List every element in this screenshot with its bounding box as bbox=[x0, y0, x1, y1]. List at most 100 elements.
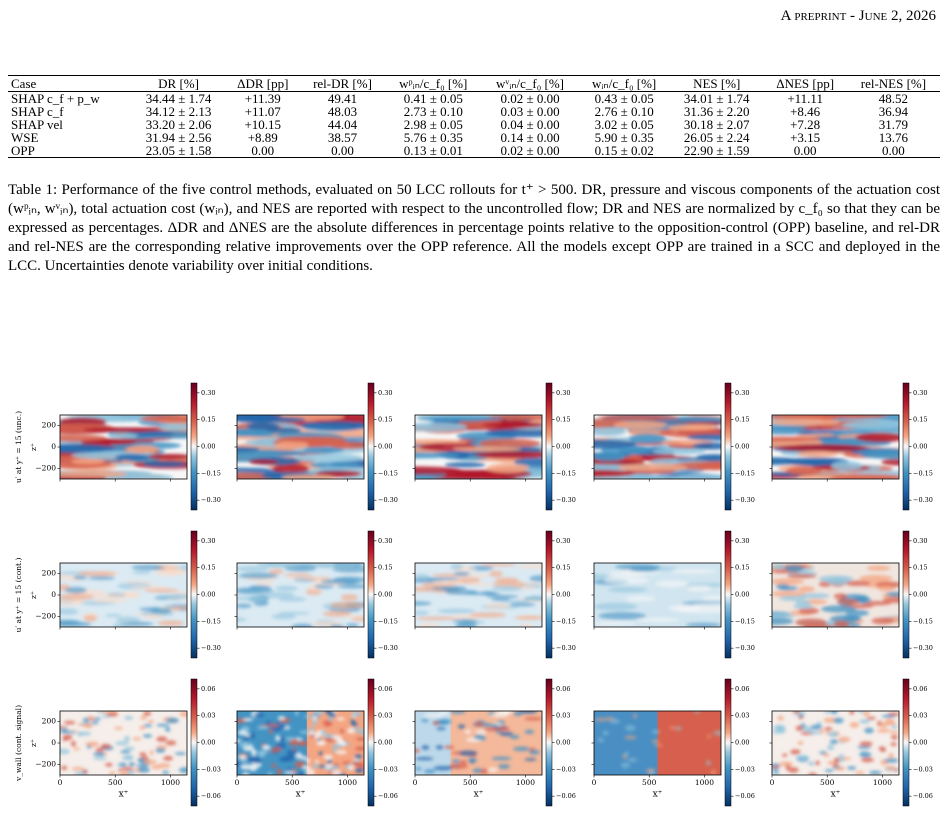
texture-blob bbox=[772, 613, 795, 619]
texture-blob bbox=[830, 460, 863, 471]
texture-blob bbox=[862, 601, 892, 606]
texture-blob bbox=[416, 616, 457, 621]
texture-blob bbox=[891, 724, 898, 729]
texture-blob bbox=[305, 769, 316, 775]
column-header: DR [%] bbox=[131, 75, 226, 92]
heatmap bbox=[594, 563, 721, 627]
texture-blob bbox=[272, 463, 310, 474]
texture-blob bbox=[877, 585, 895, 592]
table-cell: 34.12 ± 2.13 bbox=[145, 104, 212, 119]
texture-blob bbox=[149, 750, 154, 756]
texture-blob bbox=[166, 593, 187, 600]
texture-blob bbox=[316, 740, 326, 746]
texture-blob bbox=[452, 446, 522, 452]
table-cell: 22.90 ± 1.59 bbox=[669, 144, 764, 158]
table-cell: 23.05 ± 1.58 bbox=[131, 144, 226, 158]
colorbar-tick-label: 0.30 bbox=[913, 537, 927, 545]
table-cell: +3.15 bbox=[790, 130, 821, 145]
texture-blob bbox=[323, 754, 333, 761]
table-cell: WSE bbox=[11, 130, 39, 145]
colorbar-tick-label: 0.00 bbox=[735, 739, 749, 747]
heatmap bbox=[415, 711, 542, 775]
texture-blob bbox=[594, 602, 638, 611]
texture-blob bbox=[815, 760, 820, 766]
texture-blob bbox=[859, 574, 893, 583]
table-cell: 48.52 bbox=[878, 91, 909, 106]
texture-blob bbox=[849, 721, 860, 728]
texture-blob bbox=[237, 617, 247, 622]
heatmap-texture bbox=[772, 415, 899, 479]
table-cell: +11.07 bbox=[244, 104, 281, 119]
texture-blob bbox=[457, 724, 466, 729]
table-cell: 2.73 ± 0.10 bbox=[403, 104, 463, 119]
table-cell: 33.20 ± 2.06 bbox=[145, 117, 212, 132]
texture-blob bbox=[250, 762, 262, 768]
texture-blob bbox=[649, 770, 655, 775]
x-tick-label: 0 bbox=[592, 778, 597, 787]
texture-blob bbox=[518, 623, 535, 627]
texture-blob bbox=[103, 593, 143, 598]
texture-blob bbox=[845, 609, 870, 617]
texture-blob bbox=[869, 770, 882, 775]
texture-blob bbox=[329, 441, 364, 449]
texture-blob bbox=[836, 599, 860, 605]
heatmap bbox=[415, 415, 542, 479]
colorbar-tick-label: 0.03 bbox=[735, 712, 749, 720]
colorbar-tick-label: 0.03 bbox=[378, 712, 392, 720]
colorbar-tick-label: −0.03 bbox=[913, 765, 933, 773]
colorbar-tick-label: −0.30 bbox=[735, 644, 755, 652]
texture-blob bbox=[100, 743, 111, 749]
z-tick-label: −200 bbox=[35, 759, 56, 768]
colorbar-tick-label: 0.00 bbox=[201, 443, 215, 451]
texture-blob bbox=[71, 458, 105, 464]
texture-blob bbox=[251, 749, 257, 756]
texture-blob bbox=[455, 622, 477, 627]
texture-blob bbox=[237, 587, 274, 594]
texture-blob bbox=[336, 563, 357, 568]
texture-blob bbox=[890, 734, 898, 740]
x-tick-label: 500 bbox=[285, 778, 300, 787]
table-cell: 2.76 ± 0.10 bbox=[594, 104, 654, 119]
texture-blob bbox=[60, 434, 107, 442]
texture-blob bbox=[458, 750, 478, 756]
heatmap-texture bbox=[594, 711, 721, 775]
table-cell: 0.41 ± 0.05 bbox=[403, 91, 463, 106]
heatmap bbox=[415, 563, 542, 627]
texture-blob bbox=[331, 744, 344, 748]
table-cell: SHAP c_f + p_w bbox=[11, 91, 100, 106]
texture-blob bbox=[249, 756, 258, 763]
texture-blob bbox=[72, 575, 88, 580]
texture-blob bbox=[681, 423, 719, 431]
texture-blob bbox=[807, 761, 815, 766]
colorbar-tick-label: 0.15 bbox=[735, 564, 749, 572]
texture-blob bbox=[131, 564, 164, 571]
texture-blob bbox=[798, 607, 819, 615]
texture-blob bbox=[597, 737, 604, 743]
texture-blob bbox=[237, 761, 242, 768]
texture-blob bbox=[857, 745, 872, 749]
texture-blob bbox=[94, 717, 101, 721]
texture-blob bbox=[444, 462, 486, 468]
table-cell: 0.03 ± 0.00 bbox=[500, 104, 560, 119]
texture-blob bbox=[613, 420, 668, 430]
table-body: SHAP c_f + p_w 34.44 ± 1.74 +11.39 49.41 0.4… bbox=[8, 92, 940, 158]
colorbar bbox=[724, 678, 732, 807]
colorbar-tick-label: −0.06 bbox=[201, 792, 221, 800]
texture-blob bbox=[881, 714, 896, 718]
colorbar-tick-label: 0.30 bbox=[556, 389, 570, 397]
heatmap-texture bbox=[415, 563, 542, 627]
colorbar-tick-label: 0.06 bbox=[201, 685, 215, 693]
colorbar-tick-label: −0.03 bbox=[378, 765, 398, 773]
colorbar bbox=[724, 382, 732, 511]
running-header: A preprint - June 2, 2026 bbox=[780, 8, 936, 24]
texture-blob bbox=[257, 750, 269, 755]
texture-blob bbox=[524, 757, 537, 762]
texture-blob bbox=[304, 715, 313, 719]
texture-blob bbox=[237, 449, 302, 458]
heatmap-texture bbox=[415, 415, 542, 479]
texture-blob bbox=[171, 606, 187, 610]
heatmap bbox=[60, 711, 187, 775]
texture-blob bbox=[833, 620, 850, 627]
colorbar bbox=[545, 530, 553, 659]
texture-blob bbox=[597, 415, 680, 421]
